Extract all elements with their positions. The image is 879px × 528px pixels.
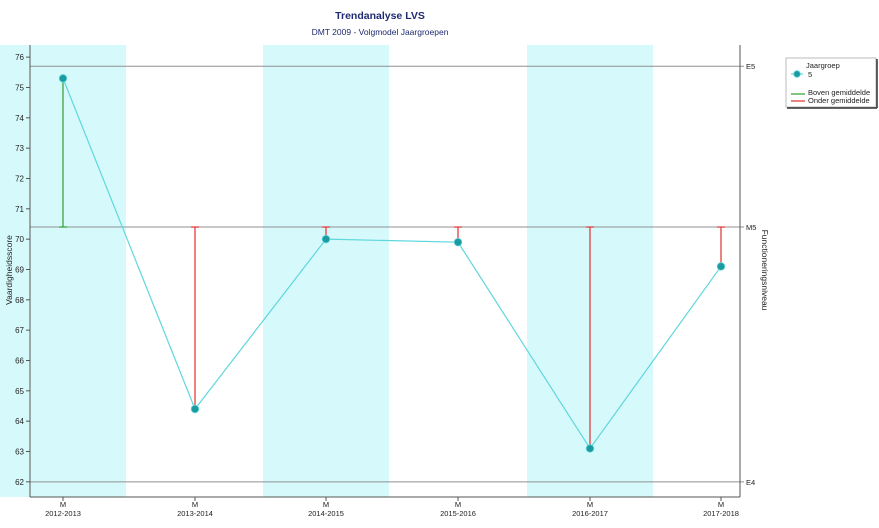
- data-point: [58, 74, 68, 83]
- y-tick-label: 65: [15, 387, 24, 396]
- axes: [29, 45, 741, 498]
- data-point: [190, 404, 200, 414]
- data-point: [321, 234, 331, 244]
- legend-series-name: 5: [808, 70, 812, 79]
- reference-label: E4: [746, 478, 755, 487]
- y-tick-label: 68: [15, 296, 24, 305]
- y-tick-label: 74: [15, 114, 24, 123]
- legend-title: Jaargroep: [806, 61, 840, 70]
- y-tick-label: 67: [15, 326, 24, 335]
- x-tick-label: 2017-2018: [703, 509, 739, 518]
- y-tick-label: 64: [15, 417, 24, 426]
- legend-series-marker: [793, 70, 801, 78]
- y-axis-label-right: Functioneringsniveau: [760, 230, 770, 311]
- y-tick-label: 70: [15, 235, 24, 244]
- shaded-band: [263, 45, 389, 497]
- series-markers: [58, 74, 726, 453]
- y-ticks: 62 63 64 65 66 67 68 69 70 71 72 73 74 75 76: [15, 53, 30, 487]
- y-tick-label: 71: [15, 205, 24, 214]
- y-axis-label: Vaardigheidsscore: [4, 235, 14, 305]
- y-tick-label: 62: [15, 478, 24, 487]
- legend-box: [785, 57, 877, 108]
- x-tick-label-top: M: [455, 500, 461, 509]
- y-tick-label: 75: [15, 83, 24, 92]
- legend-above-label: Boven gemiddelde: [808, 88, 870, 97]
- x-tick-label-top: M: [718, 500, 724, 509]
- x-tick-label: 2015-2016: [440, 509, 476, 518]
- x-tick-label-top: M: [192, 500, 198, 509]
- data-point: [716, 262, 726, 271]
- x-tick-label: 2013-2014: [177, 509, 213, 518]
- chart-title: Trendanalyse LVS: [335, 10, 425, 22]
- x-ticks: M2012-2013M2013-2014M2014-2015M2015-2016…: [45, 497, 739, 518]
- y-tick-label: 72: [15, 174, 24, 183]
- y-tick-label: 73: [15, 144, 24, 153]
- x-tick-label: 2014-2015: [308, 509, 344, 518]
- y-tick-label: 63: [15, 447, 24, 456]
- reference-lines: E5 M5 E4: [30, 62, 756, 487]
- data-point: [453, 237, 463, 247]
- legend: Jaargroep 5 Boven gemiddelde Onder gemid…: [785, 57, 878, 109]
- deviation-lines: [59, 78, 725, 449]
- reference-label: E5: [746, 62, 755, 71]
- x-tick-label: 2016-2017: [572, 509, 608, 518]
- series-line: [62, 78, 722, 450]
- shaded-bands: [0, 45, 653, 497]
- x-tick-label-top: M: [60, 500, 66, 509]
- x-tick-label-top: M: [323, 500, 329, 509]
- x-tick-label: 2012-2013: [45, 509, 81, 518]
- y-tick-label: 76: [15, 53, 24, 62]
- data-point: [585, 444, 595, 453]
- x-tick-label-top: M: [587, 500, 593, 509]
- y-tick-label: 66: [15, 356, 24, 365]
- legend-below-label: Onder gemiddelde: [808, 96, 870, 105]
- y-tick-label: 69: [15, 265, 24, 274]
- reference-label: M5: [746, 223, 756, 232]
- series-lines: [62, 78, 722, 450]
- chart-subtitle: DMT 2009 - Volgmodel Jaargroepen: [312, 27, 449, 37]
